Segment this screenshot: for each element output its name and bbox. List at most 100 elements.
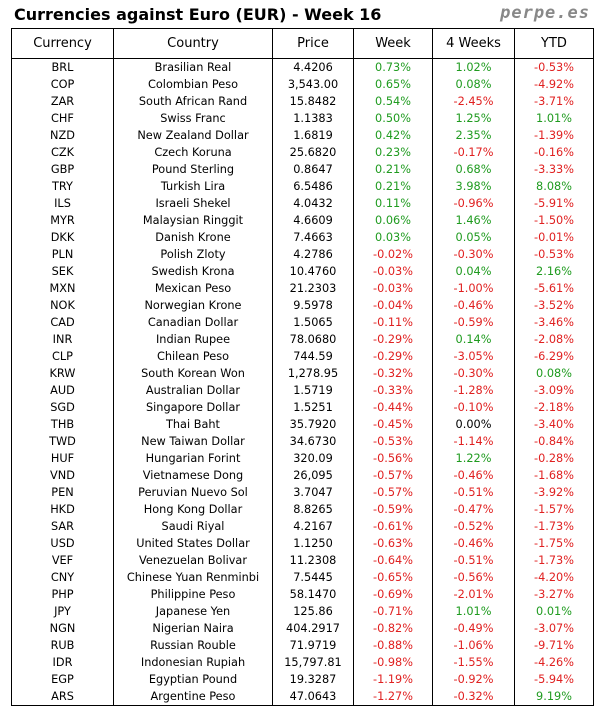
- four-week-change-cell: -2.45%: [432, 93, 515, 110]
- price-cell: 4.2786: [272, 246, 354, 263]
- week-change-cell: -0.65%: [353, 569, 433, 586]
- table-row: NZD New Zealand Dollar 1.6819 0.42% 2.35% -1.…: [11, 127, 594, 144]
- country-cell: Egyptian Pound: [113, 671, 273, 688]
- table-row: CHF Swiss Franc 1.1383 0.50% 1.25% 1.01%: [11, 110, 594, 127]
- four-week-change-cell: -1.14%: [432, 433, 515, 450]
- currency-code-cell: SEK: [11, 263, 114, 280]
- ytd-change-cell: -0.16%: [514, 144, 594, 161]
- price-cell: 404.2917: [272, 620, 354, 637]
- currency-code-cell: THB: [11, 416, 114, 433]
- four-week-change-cell: -0.46%: [432, 297, 515, 314]
- ytd-change-cell: -3.71%: [514, 93, 594, 110]
- four-week-change-cell: -0.32%: [432, 688, 515, 706]
- currency-code-cell: MXN: [11, 280, 114, 297]
- currency-code-cell: SGD: [11, 399, 114, 416]
- currency-code-cell: TWD: [11, 433, 114, 450]
- price-cell: 1.5065: [272, 314, 354, 331]
- price-cell: 1.1383: [272, 110, 354, 127]
- week-change-cell: 0.21%: [353, 178, 433, 195]
- week-change-cell: -0.57%: [353, 484, 433, 501]
- table-row: SAR Saudi Riyal 4.2167 -0.61% -0.52% -1.73%: [11, 518, 594, 535]
- table-row: MXN Mexican Peso 21.2303 -0.03% -1.00% -5.61%: [11, 280, 594, 297]
- table-row: ILS Israeli Shekel 4.0432 0.11% -0.96% -5.91%: [11, 195, 594, 212]
- week-change-cell: 0.11%: [353, 195, 433, 212]
- four-week-change-cell: 2.35%: [432, 127, 515, 144]
- country-cell: Nigerian Naira: [113, 620, 273, 637]
- table-row: TRY Turkish Lira 6.5486 0.21% 3.98% 8.08%: [11, 178, 594, 195]
- price-cell: 25.6820: [272, 144, 354, 161]
- table-row: EGP Egyptian Pound 19.3287 -1.19% -0.92% -5.9…: [11, 671, 594, 688]
- table-row: INR Indian Rupee 78.0680 -0.29% 0.14% -2.08%: [11, 331, 594, 348]
- table-row: MYR Malaysian Ringgit 4.6609 0.06% 1.46% -1.5…: [11, 212, 594, 229]
- four-week-change-cell: 0.04%: [432, 263, 515, 280]
- table-body: BRL Brasilian Real 4.4206 0.73% 1.02% -0.53% C…: [11, 58, 594, 706]
- country-cell: South Korean Won: [113, 365, 273, 382]
- four-week-change-cell: 1.01%: [432, 603, 515, 620]
- ytd-change-cell: -3.07%: [514, 620, 594, 637]
- four-week-change-cell: -0.46%: [432, 467, 515, 484]
- ytd-change-cell: 1.01%: [514, 110, 594, 127]
- ytd-change-cell: -5.61%: [514, 280, 594, 297]
- ytd-change-cell: -4.92%: [514, 76, 594, 93]
- price-cell: 34.6730: [272, 433, 354, 450]
- four-week-change-cell: -0.51%: [432, 484, 515, 501]
- currency-code-cell: PLN: [11, 246, 114, 263]
- four-week-change-cell: 1.22%: [432, 450, 515, 467]
- four-week-change-cell: -0.96%: [432, 195, 515, 212]
- four-week-change-cell: -1.28%: [432, 382, 515, 399]
- currency-code-cell: JPY: [11, 603, 114, 620]
- week-change-cell: -0.69%: [353, 586, 433, 603]
- table-row: AUD Australian Dollar 1.5719 -0.33% -1.28% -3…: [11, 382, 594, 399]
- price-cell: 4.2167: [272, 518, 354, 535]
- currency-table: Currency Country Price Week 4 Weeks YTD …: [11, 28, 594, 706]
- ytd-change-cell: -0.53%: [514, 58, 594, 76]
- week-change-cell: -0.56%: [353, 450, 433, 467]
- country-cell: Chilean Peso: [113, 348, 273, 365]
- currency-code-cell: CHF: [11, 110, 114, 127]
- currency-code-cell: KRW: [11, 365, 114, 382]
- price-cell: 1.5251: [272, 399, 354, 416]
- country-cell: Turkish Lira: [113, 178, 273, 195]
- ytd-change-cell: -0.01%: [514, 229, 594, 246]
- ytd-change-cell: -5.91%: [514, 195, 594, 212]
- country-cell: Saudi Riyal: [113, 518, 273, 535]
- four-week-change-cell: 0.05%: [432, 229, 515, 246]
- currency-code-cell: ARS: [11, 688, 114, 706]
- ytd-change-cell: 9.19%: [514, 688, 594, 706]
- ytd-change-cell: -0.28%: [514, 450, 594, 467]
- ytd-change-cell: -3.52%: [514, 297, 594, 314]
- table-row: VEF Venezuelan Bolivar 11.2308 -0.64% -0.51%…: [11, 552, 594, 569]
- week-change-cell: -0.61%: [353, 518, 433, 535]
- week-change-cell: -0.82%: [353, 620, 433, 637]
- country-cell: Argentine Peso: [113, 688, 273, 706]
- week-change-cell: 0.65%: [353, 76, 433, 93]
- brand-logo-text: perpe.es: [500, 3, 590, 23]
- country-cell: Indian Rupee: [113, 331, 273, 348]
- currency-code-cell: BRL: [11, 58, 114, 76]
- table-row: NOK Norwegian Krone 9.5978 -0.04% -0.46% -3.5…: [11, 297, 594, 314]
- currency-code-cell: HUF: [11, 450, 114, 467]
- week-change-cell: -0.63%: [353, 535, 433, 552]
- ytd-change-cell: -1.39%: [514, 127, 594, 144]
- ytd-change-cell: -9.71%: [514, 637, 594, 654]
- ytd-change-cell: -3.33%: [514, 161, 594, 178]
- ytd-change-cell: -3.92%: [514, 484, 594, 501]
- ytd-change-cell: -1.73%: [514, 552, 594, 569]
- currency-code-cell: COP: [11, 76, 114, 93]
- four-week-change-cell: -0.10%: [432, 399, 515, 416]
- week-change-cell: -0.53%: [353, 433, 433, 450]
- week-change-cell: -0.71%: [353, 603, 433, 620]
- four-week-change-cell: -1.00%: [432, 280, 515, 297]
- ytd-change-cell: -2.18%: [514, 399, 594, 416]
- four-week-change-cell: 1.25%: [432, 110, 515, 127]
- ytd-change-cell: -3.40%: [514, 416, 594, 433]
- currency-code-cell: PHP: [11, 586, 114, 603]
- country-cell: Swedish Krona: [113, 263, 273, 280]
- price-cell: 4.6609: [272, 212, 354, 229]
- currency-code-cell: GBP: [11, 161, 114, 178]
- table-row: CLP Chilean Peso 744.59 -0.29% -3.05% -6.29%: [11, 348, 594, 365]
- week-change-cell: -0.11%: [353, 314, 433, 331]
- country-cell: Indonesian Rupiah: [113, 654, 273, 671]
- country-cell: New Taiwan Dollar: [113, 433, 273, 450]
- table-row: DKK Danish Krone 7.4663 0.03% 0.05% -0.01%: [11, 229, 594, 246]
